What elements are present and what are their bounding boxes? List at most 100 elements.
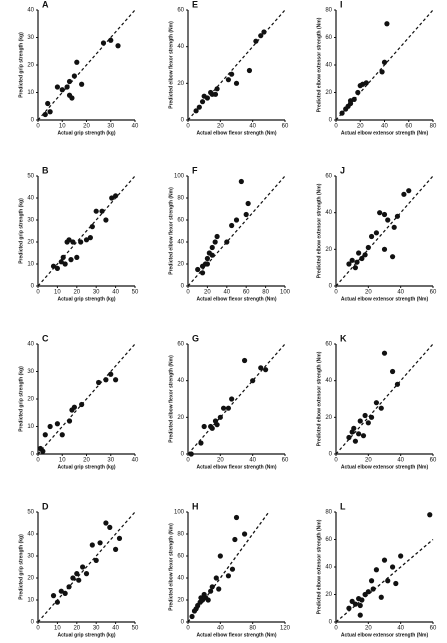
identity-line [335, 175, 434, 287]
x-tick-label: 40 [112, 626, 119, 632]
panel-label: L [340, 501, 346, 511]
x-tick-label: 60 [282, 458, 289, 464]
x-tick-label: 60 [430, 290, 437, 296]
point [368, 578, 375, 584]
x-tick-label: 0 [186, 458, 190, 464]
y-tick-label: 20 [27, 240, 34, 246]
y-tick-label: 0 [31, 118, 35, 124]
y-tick-label: 0 [31, 452, 35, 458]
point [385, 217, 391, 223]
point [381, 246, 388, 252]
y-axis-title: Predicted elbow extensor strength (Nm) [316, 519, 322, 614]
point [261, 29, 267, 35]
y-tick-label: 100 [174, 174, 185, 180]
point [378, 405, 384, 411]
x-tick-label: 60 [430, 626, 437, 632]
point [389, 564, 396, 570]
y-tick-label: 10 [27, 598, 34, 604]
x-axis-title: Actual elbow flexor strength (Nm) [196, 632, 276, 638]
point [209, 244, 215, 251]
x-tick-label: 40 [132, 124, 139, 130]
y-tick-label: 40 [177, 576, 184, 582]
y-tick-label: 50 [27, 174, 34, 180]
point [365, 589, 371, 595]
point [373, 567, 380, 573]
y-tick-label: 40 [177, 240, 184, 246]
point [201, 423, 207, 430]
y-tick-label: 40 [177, 44, 184, 50]
point [406, 188, 412, 194]
point [195, 266, 201, 273]
identity-line [335, 539, 434, 623]
y-tick-label: 20 [325, 247, 332, 253]
x-tick-label: 10 [54, 290, 61, 296]
y-tick-label: 60 [177, 218, 184, 224]
y-tick-label: 60 [325, 174, 332, 180]
x-tick-label: 40 [381, 124, 388, 130]
x-tick-label: 40 [217, 626, 224, 632]
point [246, 67, 253, 74]
point [258, 365, 264, 371]
x-tick-label: 10 [59, 458, 66, 464]
x-tick-label: 40 [397, 458, 404, 464]
point [368, 233, 375, 240]
y-axis-title: Predicted elbow flexor strength (Nm) [168, 523, 174, 611]
point [54, 421, 61, 427]
point [214, 86, 220, 92]
point [398, 553, 404, 559]
point [47, 109, 53, 115]
point [379, 69, 385, 75]
point [193, 108, 199, 114]
point [97, 540, 103, 546]
x-axis-title: Actual grip strength (kg) [57, 464, 115, 470]
point [59, 87, 65, 93]
panel: B 0 10 20 30 40 50 0 10 20 30 40 50 Actual grip stren… [18, 165, 139, 302]
panel-label: D [42, 501, 49, 511]
point [50, 263, 57, 269]
point [233, 514, 240, 521]
y-tick-label: 60 [325, 342, 332, 348]
point [339, 110, 345, 116]
point [370, 586, 376, 592]
point [59, 432, 65, 438]
x-tick-label: 50 [132, 626, 139, 632]
y-tick-label: 20 [27, 397, 34, 403]
y-tick-label: 60 [177, 342, 184, 348]
y-tick-label: 60 [177, 8, 184, 14]
y-tick-label: 0 [329, 118, 333, 124]
y-tick-label: 0 [31, 620, 35, 626]
y-tick-label: 40 [27, 8, 34, 14]
point [83, 237, 90, 243]
point [50, 593, 57, 599]
point [42, 111, 48, 118]
y-tick-label: 0 [329, 452, 333, 458]
y-axis-title: Predicted elbow flexor strength (Nm) [168, 355, 174, 443]
y-tick-label: 0 [329, 620, 333, 626]
point [198, 440, 204, 446]
y-tick-label: 30 [27, 218, 34, 224]
panel-label: I [340, 0, 343, 9]
y-tick-label: 60 [325, 35, 332, 41]
y-axis-title: Predicted grip strength (kg) [18, 198, 24, 264]
x-axis-title: Actual elbow extensor strength (Nm) [341, 632, 429, 638]
point [71, 404, 77, 410]
point [204, 261, 210, 267]
point [216, 586, 222, 592]
panel: D 0 10 20 30 40 50 0 10 20 30 40 50 Actual grip stren… [18, 501, 139, 638]
point [217, 553, 223, 559]
x-tick-label: 0 [36, 626, 40, 632]
y-tick-label: 30 [27, 369, 34, 375]
point [393, 580, 399, 587]
point [113, 377, 119, 383]
point [74, 59, 80, 65]
y-tick-label: 0 [329, 284, 333, 290]
point [79, 401, 85, 408]
y-axis-title: Predicted grip strength (kg) [18, 534, 24, 600]
x-axis-title: Actual grip strength (kg) [57, 632, 115, 638]
point [385, 578, 391, 584]
x-tick-label: 20 [83, 124, 90, 130]
x-axis-title: Actual elbow flexor strength (Nm) [196, 130, 276, 136]
y-tick-label: 60 [325, 537, 332, 543]
y-tick-label: 20 [177, 598, 184, 604]
